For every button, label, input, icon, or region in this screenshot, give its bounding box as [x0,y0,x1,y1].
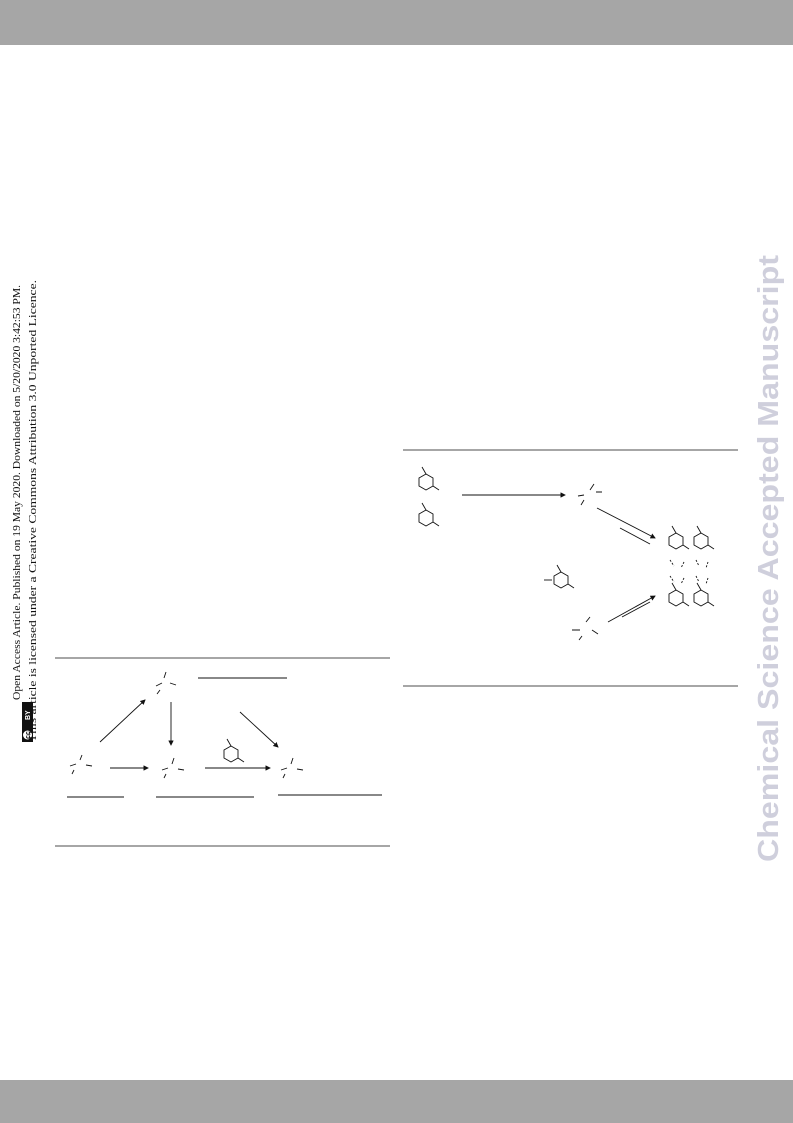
footer-bar [0,1080,793,1123]
scheme-right [403,449,738,687]
access-notice: Open Access Article. Published on 19 May… [12,285,23,700]
cc-badge: cc BY [22,702,33,742]
header-bar [0,0,793,45]
watermark: Chemical Science Accepted Manuscript [753,255,785,862]
licence-notice: This article is licensed under a Creativ… [28,280,39,742]
badge-by: BY [25,710,32,720]
badge-cc: cc [25,731,32,739]
scheme-left [55,657,390,847]
